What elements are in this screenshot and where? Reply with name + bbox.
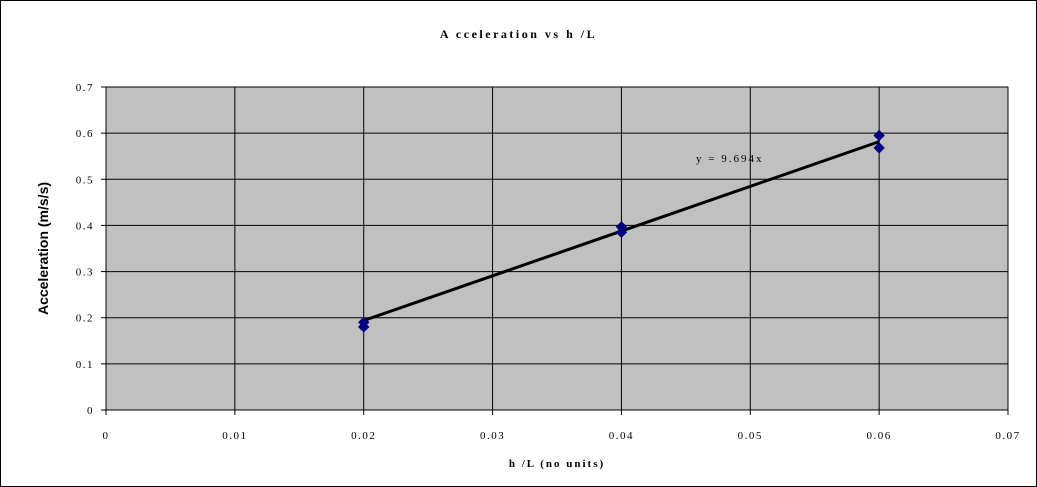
y-tick-label: 0.7 <box>76 82 94 94</box>
x-tick-label: 0.05 <box>738 430 763 442</box>
y-tick-label: 0.1 <box>76 359 94 371</box>
data-point-marker <box>873 129 885 142</box>
y-tick-label: 0.4 <box>76 220 94 232</box>
x-tick-label: 0.03 <box>480 430 505 442</box>
y-tick-label: 0.5 <box>76 174 94 186</box>
x-axis-ticks: 0 0.01 0.02 0.03 0.04 0.05 0.06 0.07 <box>103 410 1020 442</box>
x-tick-label: 0.01 <box>222 430 247 442</box>
y-axis-ticks: 0 0.1 0.2 0.3 0.4 0.5 0.6 0.7 <box>76 82 106 417</box>
y-tick-label: 0.6 <box>76 128 94 140</box>
data-point-marker <box>873 142 885 154</box>
trendline-equation: y = 9.694x <box>696 153 763 165</box>
y-tick-label: 0.2 <box>76 313 94 325</box>
y-axis-label: Acceleration (m/s/s) <box>35 182 51 315</box>
x-axis-label: h /L (no units) <box>509 458 605 470</box>
x-tick-label: 0 <box>103 430 110 442</box>
data-points <box>358 129 885 333</box>
x-tick-label: 0.02 <box>351 430 376 442</box>
data-point-marker <box>358 316 370 329</box>
y-tick-label: 0.3 <box>76 267 94 279</box>
chart-title: A cceleration vs h /L <box>439 27 598 41</box>
axes <box>105 87 1008 411</box>
x-tick-label: 0.06 <box>867 430 892 442</box>
x-tick-label: 0.07 <box>995 430 1020 442</box>
y-tick-label: 0 <box>87 405 94 417</box>
data-point-marker <box>615 221 628 233</box>
plot-area <box>105 86 1009 411</box>
x-tick-label: 0.04 <box>609 430 634 442</box>
